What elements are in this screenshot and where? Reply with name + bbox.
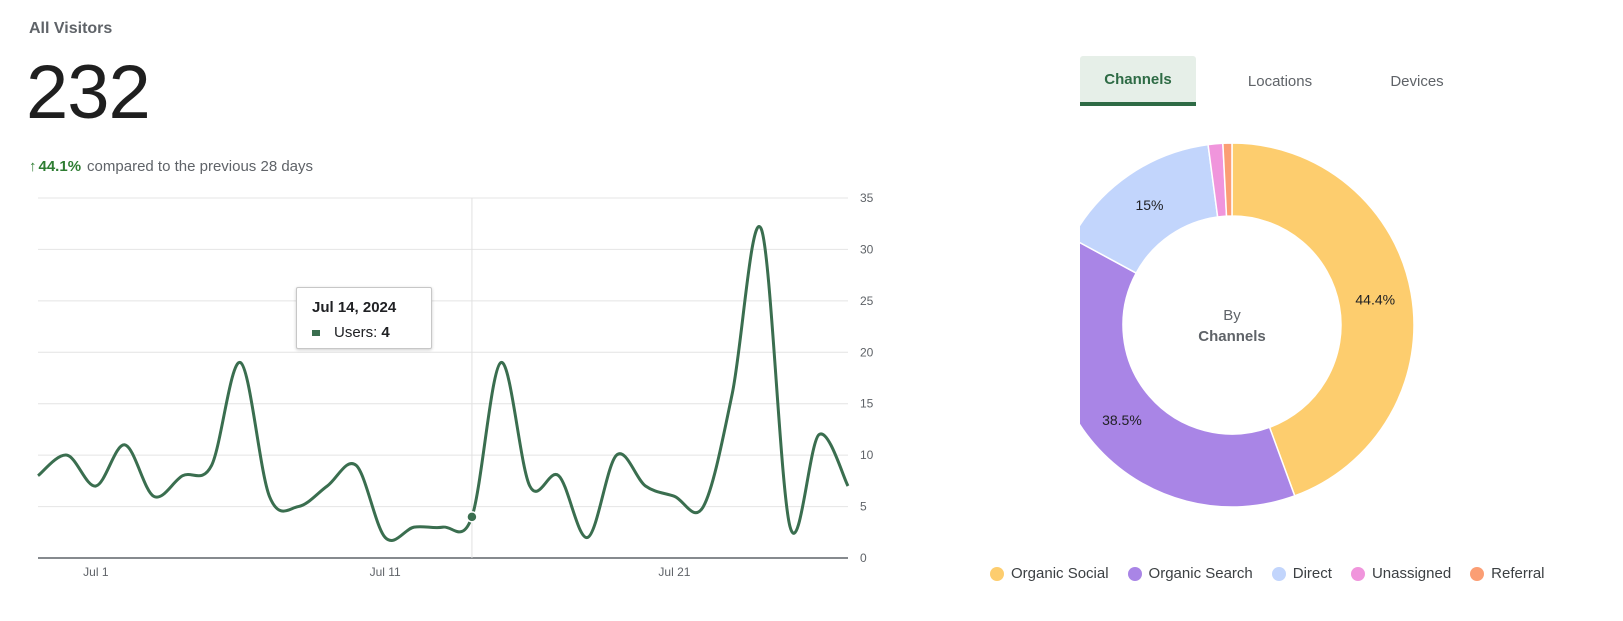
line-chart[interactable]: 0 5 10 15 20 25 30 35 Jul 1 Jul 11 Jul 21 [0,180,900,600]
change-description: compared to the previous 28 days [87,158,314,175]
breakdown-tabs: Channels Locations Devices [1080,56,1470,106]
legend-label: Organic Search [1148,565,1253,582]
y-tick-label: 15 [860,397,874,411]
x-tick-label: Jul 1 [83,565,109,579]
comparison-text: ↑ 44.1% compared to the previous 28 days [29,158,313,175]
donut-center-line1: By [1223,307,1241,324]
y-tick-label: 20 [860,345,874,359]
legend-swatch [1350,566,1365,581]
y-tick-label: 35 [860,191,874,205]
legend-swatch [990,566,1004,581]
slice-organic-social[interactable] [1231,142,1415,497]
slice-referral[interactable] [1222,142,1233,217]
legend-item-referral[interactable]: Referral [1470,565,1545,582]
legend-label: Unassigned [1371,565,1452,582]
legend-swatch [1127,566,1142,581]
legend-item-organic-social[interactable]: Organic Social [990,565,1109,582]
tooltip-series-label: Users: [334,324,378,341]
donut-legend: Organic Social Organic Search Direct Una… [990,565,1564,582]
donut-chart[interactable]: 44.4% 38.5% 15% By Channels [1080,140,1470,530]
legend-label: Organic Social [1011,565,1109,582]
slice-label: 15% [1135,197,1163,213]
series-swatch [312,329,320,336]
x-tick-label: Jul 11 [370,565,401,579]
y-tick-label: 25 [860,294,874,308]
legend-item-unassigned[interactable]: Unassigned [1350,565,1452,582]
y-tick-label: 0 [860,551,867,565]
tab-devices[interactable]: Devices [1390,72,1444,90]
y-tick-label: 30 [860,242,874,256]
legend-item-organic-search[interactable]: Organic Search [1127,565,1253,582]
legend-label: Direct [1292,565,1332,582]
y-tick-label: 5 [860,500,867,514]
tab-channels[interactable]: Channels [1080,56,1196,106]
arrow-up-icon: ↑ [29,158,37,175]
tooltip-row: Users: 4 [312,324,416,341]
total-visitors-value: 232 [26,50,151,135]
slice-organic-search[interactable] [1080,238,1296,508]
legend-label: Referral [1491,565,1545,582]
section-title: All Visitors [29,20,113,37]
y-tick-label: 10 [860,448,874,462]
change-percentage: 44.1% [38,158,82,175]
x-tick-label: Jul 21 [658,565,690,579]
chart-tooltip: Jul 14, 2024 Users: 4 [296,287,432,349]
legend-swatch [1271,566,1286,581]
tooltip-value: 4 [381,324,390,341]
tooltip-date: Jul 14, 2024 [312,299,397,316]
series-line-users [37,224,850,542]
tab-locations[interactable]: Locations [1247,72,1313,90]
slice-label: 38.5% [1102,412,1142,428]
donut-center-line2: Channels [1198,328,1266,345]
legend-item-direct[interactable]: Direct [1271,565,1332,582]
highlight-point [466,511,478,523]
slice-label: 44.4% [1355,292,1395,308]
legend-swatch [1470,566,1485,581]
